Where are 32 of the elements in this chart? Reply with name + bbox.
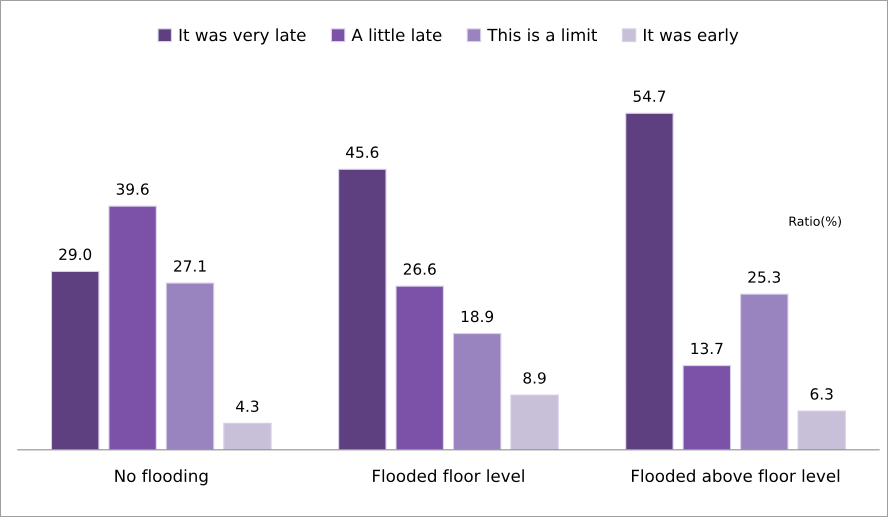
data-label: 13.7	[692, 342, 723, 354]
legend-label: It was very late	[180, 28, 306, 44]
bar	[510, 394, 559, 450]
annotation: Ratio(%)	[790, 216, 841, 228]
bar	[452, 332, 502, 450]
data-label: 26.6	[404, 263, 436, 275]
bar	[166, 282, 214, 450]
bar	[338, 168, 387, 450]
legend-label: A little late	[352, 28, 442, 42]
bar	[797, 410, 846, 450]
data-label: 27.1	[174, 260, 206, 272]
data-label: 45.6	[346, 146, 378, 158]
bar	[223, 422, 272, 450]
bar	[682, 364, 732, 450]
x-tick-label: No flooding	[115, 469, 208, 486]
x-tick-label: Flooded above floor level	[632, 469, 840, 482]
legend-label: It was early	[644, 28, 738, 44]
data-label: 4.3	[236, 400, 258, 412]
bar	[625, 112, 674, 450]
data-label: 29.0	[59, 248, 92, 260]
x-tick-label: Flooded floor level	[373, 469, 524, 482]
data-label: 18.9	[462, 310, 494, 322]
bar	[108, 206, 157, 450]
data-label: 8.9	[523, 372, 546, 384]
data-label: 6.3	[810, 388, 833, 400]
bar	[740, 294, 789, 450]
bar	[395, 286, 444, 450]
data-label: 25.3	[748, 271, 780, 283]
bar	[50, 270, 100, 450]
data-label: 54.7	[634, 90, 666, 102]
data-label: 39.6	[116, 183, 149, 195]
legend-label: This is a limit	[487, 28, 598, 42]
